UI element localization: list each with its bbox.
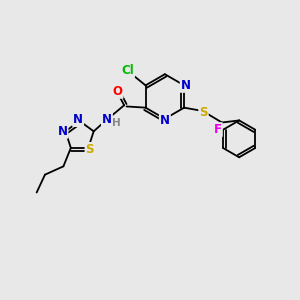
Text: F: F (214, 123, 222, 136)
Text: N: N (181, 79, 191, 92)
Text: N: N (73, 113, 83, 126)
Text: N: N (160, 114, 170, 127)
Text: N: N (58, 125, 68, 138)
Text: H: H (112, 118, 121, 128)
Text: O: O (112, 85, 123, 98)
Text: Cl: Cl (121, 64, 134, 77)
Text: S: S (85, 143, 94, 156)
Text: S: S (199, 106, 208, 118)
Text: N: N (102, 113, 112, 126)
